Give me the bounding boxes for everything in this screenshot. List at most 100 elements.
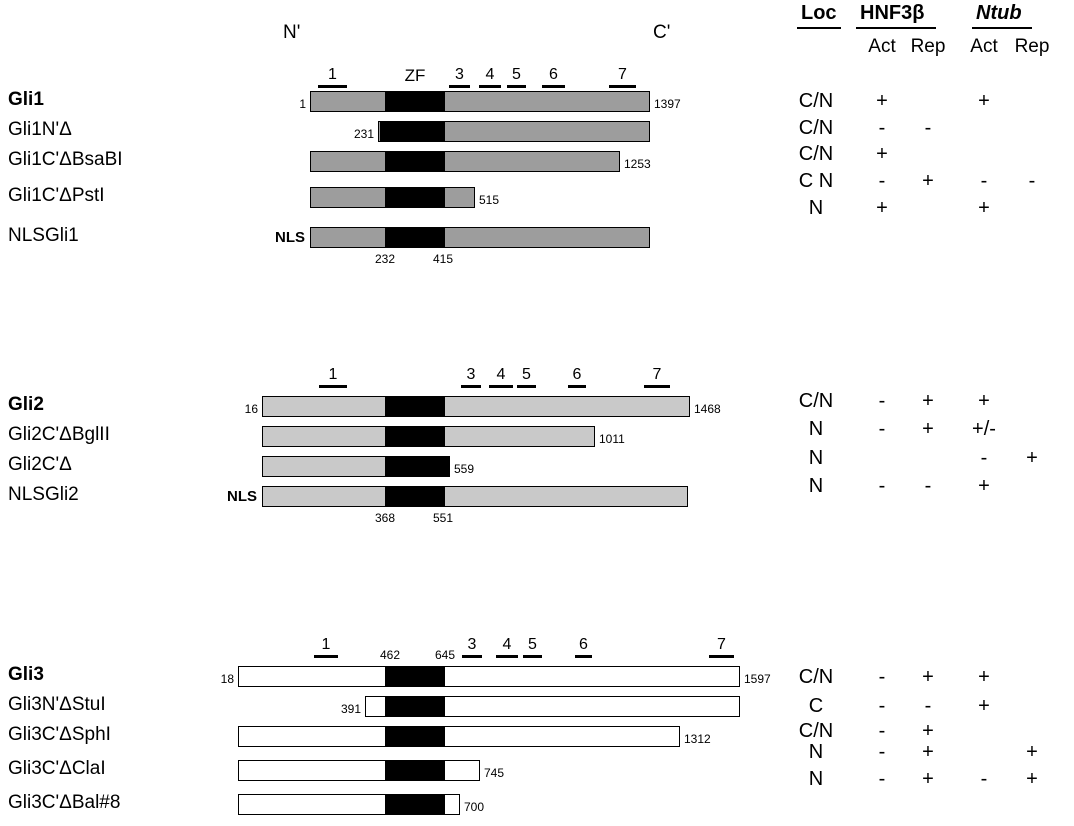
residue-number-right: 1397	[654, 97, 681, 111]
binding-region-tick-line	[609, 85, 636, 88]
zinc-finger-domain	[385, 726, 445, 747]
zf-boundary-number: 368	[374, 511, 396, 525]
nls-tag-label: NLS	[275, 229, 305, 246]
binding-region-tick-label: 7	[618, 66, 627, 83]
hnf3b-activation-value: +	[876, 197, 888, 219]
ntub-activation-value: -	[980, 768, 988, 790]
zinc-finger-domain	[385, 187, 445, 208]
nls-tag-label: NLS	[227, 488, 257, 505]
zinc-finger-domain	[385, 151, 445, 172]
residue-number-left: 231	[353, 127, 374, 141]
zf-boundary-number: 645	[434, 648, 456, 662]
ntub-repression-value: +	[1026, 768, 1038, 790]
column-header-loc: Loc	[797, 2, 841, 29]
ntub-repression-value: -	[1028, 170, 1036, 192]
zf-boundary-number: 415	[432, 252, 454, 266]
protein-bar	[238, 726, 680, 747]
zinc-finger-domain	[385, 456, 450, 477]
zinc-finger-domain	[385, 794, 445, 815]
binding-region-tick-line	[318, 85, 347, 88]
binding-region-tick-label: 3	[466, 366, 476, 383]
localization-value: N	[808, 741, 824, 763]
localization-value: N	[808, 447, 824, 469]
residue-number-left: 1	[299, 97, 306, 111]
hnf3b-activation-value: +	[876, 143, 888, 165]
binding-region-tick-line	[709, 655, 734, 658]
residue-number-right: 700	[464, 800, 485, 814]
zf-boundary-number: 551	[432, 511, 454, 525]
binding-region-tick-label: 5	[512, 66, 521, 83]
binding-region-tick-label: 5	[522, 366, 531, 383]
construct-label: Gli2	[8, 394, 44, 415]
ntub-repression-value: +	[1026, 447, 1038, 469]
hnf3b-repression-value: -	[924, 695, 932, 717]
n-terminus-label: N'	[283, 22, 301, 43]
construct-label: Gli3C'ΔSphI	[8, 724, 111, 745]
binding-region-tick-line	[462, 655, 482, 658]
binding-region-tick-line	[496, 655, 518, 658]
binding-region-tick-line	[489, 385, 513, 388]
residue-number-right: 1253	[624, 157, 651, 171]
construct-label: Gli3C'ΔBal#8	[8, 792, 121, 813]
construct-label: Gli2C'Δ	[8, 454, 72, 475]
hnf3b-repression-value: +	[922, 741, 934, 763]
zinc-finger-domain	[385, 696, 445, 717]
binding-region-tick-label: 6	[579, 636, 588, 653]
residue-number-right: 559	[454, 462, 475, 476]
binding-region-tick-label: 4	[502, 636, 512, 653]
construct-label: Gli2C'ΔBglII	[8, 424, 110, 445]
hnf3b-activation-value: -	[878, 475, 886, 497]
ntub-activation-value: +	[978, 475, 990, 497]
zinc-finger-region-label: ZF	[404, 66, 426, 85]
ntub-activation-value: +	[978, 695, 990, 717]
residue-number-right: 745	[484, 766, 505, 780]
localization-value: C	[808, 695, 824, 717]
binding-region-tick-label: 1	[321, 636, 331, 653]
protein-bar	[310, 227, 650, 248]
localization-value: C/N	[798, 90, 834, 112]
subheader-hnf3b-act: Act	[868, 36, 896, 57]
binding-region-tick-line	[517, 385, 536, 388]
binding-region-tick-label: 3	[455, 66, 464, 83]
construct-label: Gli3	[8, 664, 44, 685]
binding-region-tick-label: 7	[717, 636, 726, 653]
subheader-ntub-act: Act	[970, 36, 998, 57]
residue-number-left: 18	[220, 672, 234, 686]
binding-region-tick-line	[314, 655, 338, 658]
binding-region-tick-line	[644, 385, 670, 388]
ntub-activation-value: +	[978, 666, 990, 688]
hnf3b-repression-value: +	[922, 666, 934, 688]
hnf3b-activation-value: -	[878, 695, 886, 717]
zinc-finger-domain	[385, 91, 445, 112]
protein-bar	[238, 666, 740, 687]
protein-bar	[378, 121, 650, 142]
binding-region-tick-label: 4	[485, 66, 495, 83]
zf-boundary-number: 232	[374, 252, 396, 266]
residue-number-right: 515	[479, 193, 500, 207]
hnf3b-activation-value: -	[878, 666, 886, 688]
localization-value: C N	[798, 170, 834, 192]
zinc-finger-domain	[380, 121, 445, 142]
hnf3b-repression-value: +	[922, 768, 934, 790]
zinc-finger-domain	[385, 426, 445, 447]
binding-region-tick-line	[568, 385, 586, 388]
zinc-finger-domain	[385, 760, 445, 781]
zinc-finger-domain	[385, 227, 445, 248]
binding-region-tick-label: 4	[496, 366, 506, 383]
binding-region-tick-line	[479, 85, 501, 88]
localization-value: N	[808, 418, 824, 440]
construct-label: NLSGli1	[8, 225, 79, 246]
construct-label: Gli3C'ΔClaI	[8, 758, 106, 779]
hnf3b-activation-value: -	[878, 741, 886, 763]
binding-region-tick-line	[449, 85, 470, 88]
binding-region-tick-label: 6	[572, 366, 582, 383]
protein-bar	[365, 696, 740, 717]
binding-region-tick-line	[461, 385, 481, 388]
hnf3b-repression-value: +	[922, 170, 934, 192]
protein-bar	[310, 91, 650, 112]
localization-value: C/N	[798, 117, 834, 139]
residue-number-right: 1312	[684, 732, 711, 746]
localization-value: N	[808, 475, 824, 497]
hnf3b-repression-value: +	[922, 418, 934, 440]
ntub-activation-value: +	[978, 390, 990, 412]
